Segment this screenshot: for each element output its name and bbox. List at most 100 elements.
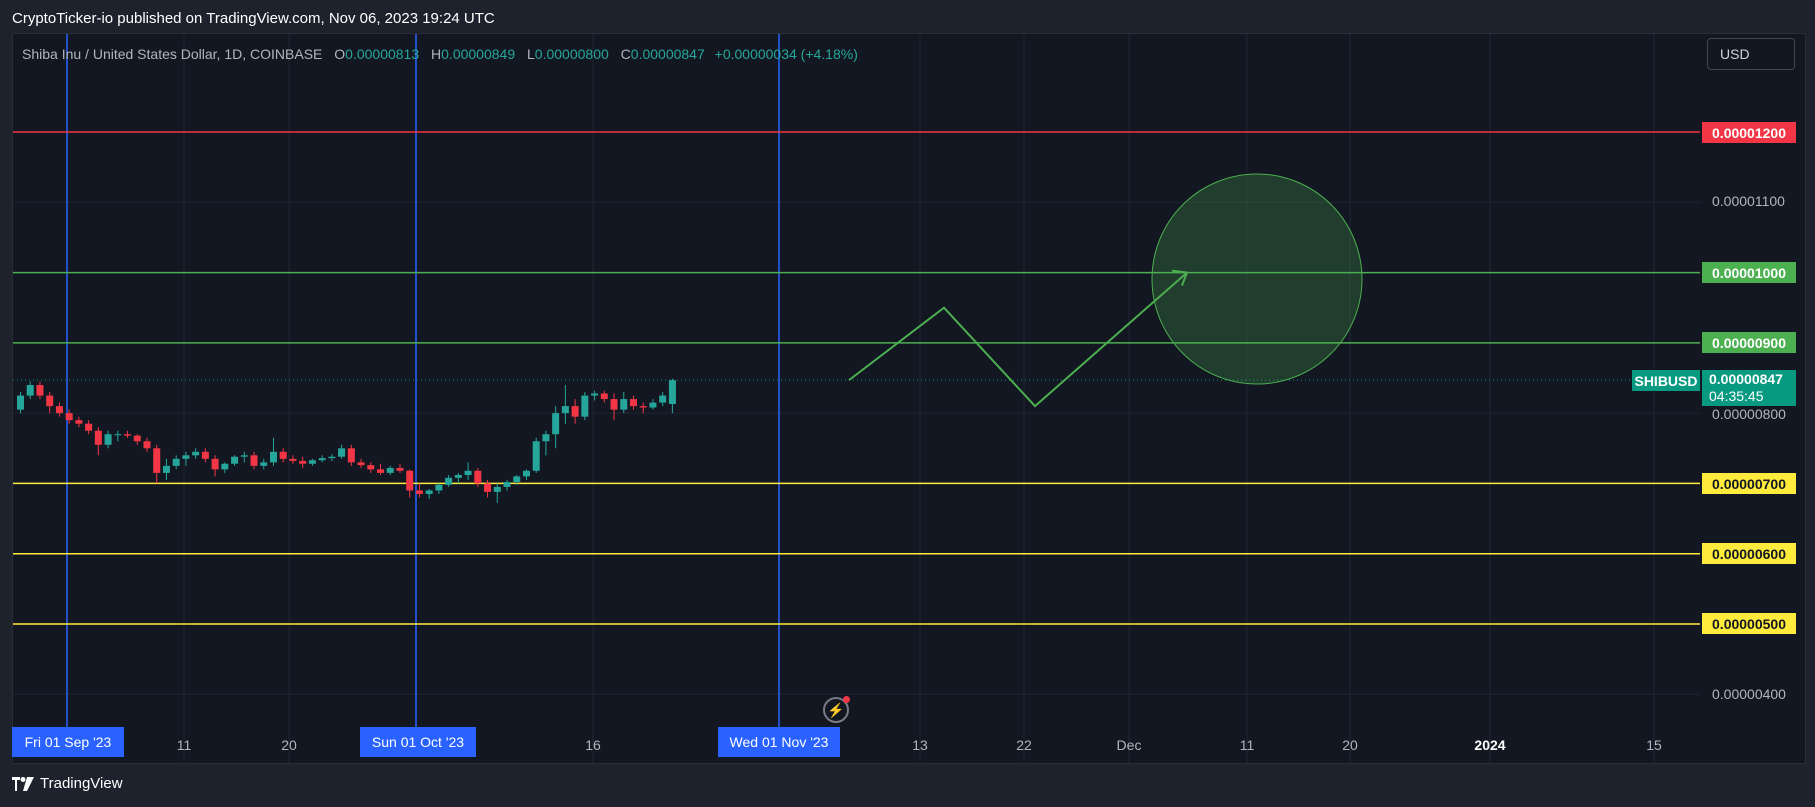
time-axis-label: 15 — [1646, 737, 1662, 753]
time-axis-label: 11 — [176, 737, 192, 753]
candle-body — [55, 406, 63, 414]
candle-body — [124, 434, 132, 436]
candle-body — [581, 395, 589, 417]
candle-body — [153, 448, 161, 473]
candle-body — [571, 406, 579, 417]
candle-body — [513, 476, 521, 483]
candle-body — [435, 484, 443, 491]
candle-body — [600, 393, 608, 400]
candle-body — [415, 490, 423, 494]
candle-body — [26, 385, 34, 396]
candle-body — [221, 463, 229, 470]
candle-body — [279, 451, 287, 459]
high-value: 0.00000849 — [441, 46, 516, 62]
lightning-icon[interactable]: ⚡ — [823, 696, 850, 723]
candle-body — [493, 486, 501, 492]
candle-body — [260, 462, 268, 466]
candle-body — [386, 467, 394, 473]
price-axis-label: 0.00001100 — [1712, 193, 1785, 209]
candle-body — [114, 434, 122, 436]
currency-button[interactable]: USD — [1707, 38, 1795, 70]
tradingview-logo-icon — [12, 776, 34, 791]
candle-body — [269, 451, 277, 463]
level-tag-yellow[interactable]: 0.00000600 — [1702, 543, 1796, 564]
price-axis-label: 0.00000800 — [1712, 406, 1786, 422]
price-chart-canvas[interactable] — [0, 0, 1800, 770]
candle-body — [85, 423, 93, 431]
time-axis-label: 22 — [1016, 737, 1032, 753]
candle-body — [347, 448, 355, 463]
level-tag-green[interactable]: 0.00001000 — [1702, 262, 1796, 283]
level-tag-red[interactable]: 0.00001200 — [1702, 122, 1796, 143]
time-axis-label: 13 — [912, 737, 928, 753]
time-axis-label-year: 2024 — [1474, 737, 1506, 753]
candle-body — [46, 395, 54, 407]
candle-body — [36, 385, 44, 396]
candle-body — [445, 477, 453, 485]
bar-countdown: 04:35:45 — [1709, 388, 1764, 404]
target-zone-circle — [1151, 173, 1363, 385]
level-tag-yellow[interactable]: 0.00000500 — [1702, 613, 1796, 634]
candle-body — [250, 455, 258, 466]
change-value: +0.00000034 (+4.18%) — [714, 46, 858, 62]
candle-body — [591, 393, 599, 396]
last-price-value: 0.00000847 — [1709, 371, 1783, 387]
candle-body — [143, 441, 151, 449]
time-axis-label: 20 — [1342, 737, 1358, 753]
level-tag-yellow[interactable]: 0.00000700 — [1702, 473, 1796, 494]
candle-body — [104, 434, 112, 445]
candle-body — [338, 448, 346, 457]
brand-name: TradingView — [40, 775, 123, 792]
candle-body — [182, 455, 190, 459]
candle-body — [620, 399, 628, 410]
candle-body — [211, 458, 219, 470]
candle-body — [162, 465, 170, 473]
candle-body — [406, 470, 414, 491]
candle-body — [561, 406, 569, 414]
time-axis-label: 11 — [1239, 737, 1255, 753]
low-key: L — [527, 46, 535, 62]
candle-body — [231, 456, 239, 464]
candle-body — [668, 380, 676, 405]
candle-body — [639, 406, 647, 408]
candle-body — [308, 460, 316, 464]
date-badge-oct: Sun 01 Oct '23 — [360, 727, 476, 757]
date-badge-sep: Fri 01 Sep '23 — [12, 727, 124, 757]
candle-body — [425, 490, 433, 494]
candle-body — [240, 455, 248, 457]
candle-body — [192, 451, 200, 456]
tradingview-logo[interactable]: TradingView — [12, 775, 123, 792]
candle-body — [172, 458, 180, 466]
candle-body — [542, 434, 550, 442]
candle-body — [133, 435, 141, 442]
level-tag-green[interactable]: 0.00000900 — [1702, 332, 1796, 353]
high-key: H — [431, 46, 442, 62]
candle-body — [629, 399, 637, 407]
open-value: 0.00000813 — [345, 46, 420, 62]
symbol-price-tag: SHIBUSD — [1632, 370, 1700, 391]
candle-body — [17, 395, 24, 410]
candle-body — [201, 451, 209, 459]
candle-body — [396, 467, 404, 471]
date-badge-nov: Wed 01 Nov '23 — [718, 727, 840, 757]
chart-pane[interactable] — [12, 33, 1806, 764]
projection-arrowhead — [1171, 269, 1189, 286]
notification-dot — [843, 696, 850, 703]
candle-body — [522, 470, 530, 477]
close-key: C — [620, 46, 631, 62]
candle-body — [289, 458, 297, 461]
candle-body — [552, 413, 560, 435]
candle-body — [75, 420, 83, 424]
candle-body — [474, 470, 482, 484]
candle-body — [357, 462, 365, 466]
candle-body — [318, 458, 326, 461]
candle-body — [464, 470, 472, 475]
candle-body — [659, 395, 667, 403]
candle-body — [377, 469, 385, 473]
last-price-tag: 0.00000847 04:35:45 — [1702, 370, 1796, 406]
symbol-legend: Shiba Inu / United States Dollar, 1D, CO… — [22, 46, 858, 62]
low-value: 0.00000800 — [534, 46, 609, 62]
candle-body — [649, 402, 657, 408]
time-axis-label: Dec — [1116, 737, 1142, 753]
candle-body — [328, 456, 336, 459]
